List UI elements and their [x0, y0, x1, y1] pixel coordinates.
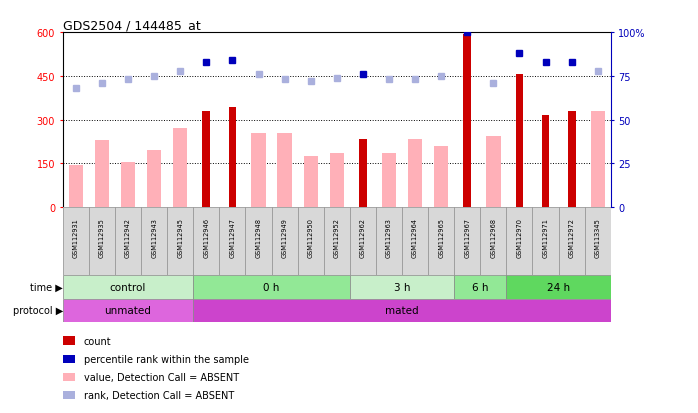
Bar: [585, 208, 611, 275]
Bar: [272, 208, 297, 275]
Text: GSM112962: GSM112962: [360, 218, 366, 258]
Text: rank, Detection Call = ABSENT: rank, Detection Call = ABSENT: [84, 390, 234, 400]
Text: GSM112972: GSM112972: [569, 218, 574, 258]
Text: 0 h: 0 h: [263, 282, 280, 292]
Text: value, Detection Call = ABSENT: value, Detection Call = ABSENT: [84, 372, 239, 382]
Text: GSM112963: GSM112963: [386, 218, 392, 258]
Bar: [402, 208, 428, 275]
Text: GSM112931: GSM112931: [73, 218, 79, 257]
Bar: [141, 208, 168, 275]
Bar: [542, 116, 549, 208]
Text: protocol ▶: protocol ▶: [13, 306, 63, 316]
Bar: [219, 208, 246, 275]
Text: time ▶: time ▶: [30, 282, 63, 292]
Bar: [428, 208, 454, 275]
Bar: [506, 208, 533, 275]
Text: mated: mated: [385, 306, 419, 316]
Bar: [297, 208, 324, 275]
Text: GSM112967: GSM112967: [464, 218, 470, 258]
Text: GSM112947: GSM112947: [230, 218, 235, 258]
Text: GSM112965: GSM112965: [438, 218, 444, 258]
Text: GSM112948: GSM112948: [255, 218, 262, 258]
Bar: [487, 136, 500, 208]
Bar: [350, 208, 376, 275]
Bar: [382, 154, 396, 208]
Bar: [228, 107, 237, 208]
Text: GSM112949: GSM112949: [281, 218, 288, 258]
Text: 24 h: 24 h: [547, 282, 570, 292]
Text: GSM112945: GSM112945: [177, 218, 184, 258]
Text: GSM112970: GSM112970: [517, 218, 522, 258]
Text: control: control: [110, 282, 147, 292]
Bar: [251, 133, 266, 208]
Text: GSM112946: GSM112946: [203, 218, 209, 258]
Text: GSM112935: GSM112935: [99, 218, 105, 258]
Bar: [202, 112, 210, 208]
Bar: [567, 112, 576, 208]
Bar: [68, 166, 83, 208]
Bar: [463, 35, 471, 208]
Bar: [63, 299, 193, 322]
Bar: [246, 208, 272, 275]
Text: GSM112964: GSM112964: [412, 218, 418, 258]
Bar: [359, 139, 366, 208]
Bar: [121, 163, 135, 208]
Bar: [89, 208, 115, 275]
Text: count: count: [84, 336, 112, 346]
Text: GSM112943: GSM112943: [151, 218, 157, 258]
Bar: [147, 151, 161, 208]
Bar: [193, 275, 350, 299]
Bar: [408, 139, 422, 208]
Bar: [324, 208, 350, 275]
Text: percentile rank within the sample: percentile rank within the sample: [84, 354, 248, 364]
Text: GSM112952: GSM112952: [334, 218, 340, 258]
Text: unmated: unmated: [105, 306, 151, 316]
Bar: [193, 208, 219, 275]
Text: GSM112950: GSM112950: [308, 218, 313, 258]
Bar: [480, 208, 506, 275]
Text: GSM113345: GSM113345: [595, 218, 601, 258]
Bar: [558, 208, 585, 275]
Bar: [115, 208, 141, 275]
Bar: [434, 147, 448, 208]
Text: 3 h: 3 h: [394, 282, 410, 292]
Bar: [376, 208, 402, 275]
Bar: [454, 275, 506, 299]
Bar: [329, 154, 344, 208]
Text: 6 h: 6 h: [472, 282, 489, 292]
Bar: [454, 208, 480, 275]
Bar: [63, 208, 89, 275]
Text: GSM112942: GSM112942: [125, 218, 131, 258]
Text: GSM112971: GSM112971: [542, 218, 549, 258]
Bar: [516, 75, 524, 208]
Bar: [173, 129, 187, 208]
Bar: [193, 299, 611, 322]
Bar: [63, 275, 193, 299]
Text: GDS2504 / 144485_at: GDS2504 / 144485_at: [63, 19, 200, 32]
Bar: [95, 141, 109, 208]
Bar: [506, 275, 611, 299]
Bar: [591, 112, 605, 208]
Bar: [350, 275, 454, 299]
Bar: [277, 133, 292, 208]
Bar: [533, 208, 558, 275]
Bar: [304, 157, 318, 208]
Bar: [168, 208, 193, 275]
Text: GSM112968: GSM112968: [490, 218, 496, 258]
